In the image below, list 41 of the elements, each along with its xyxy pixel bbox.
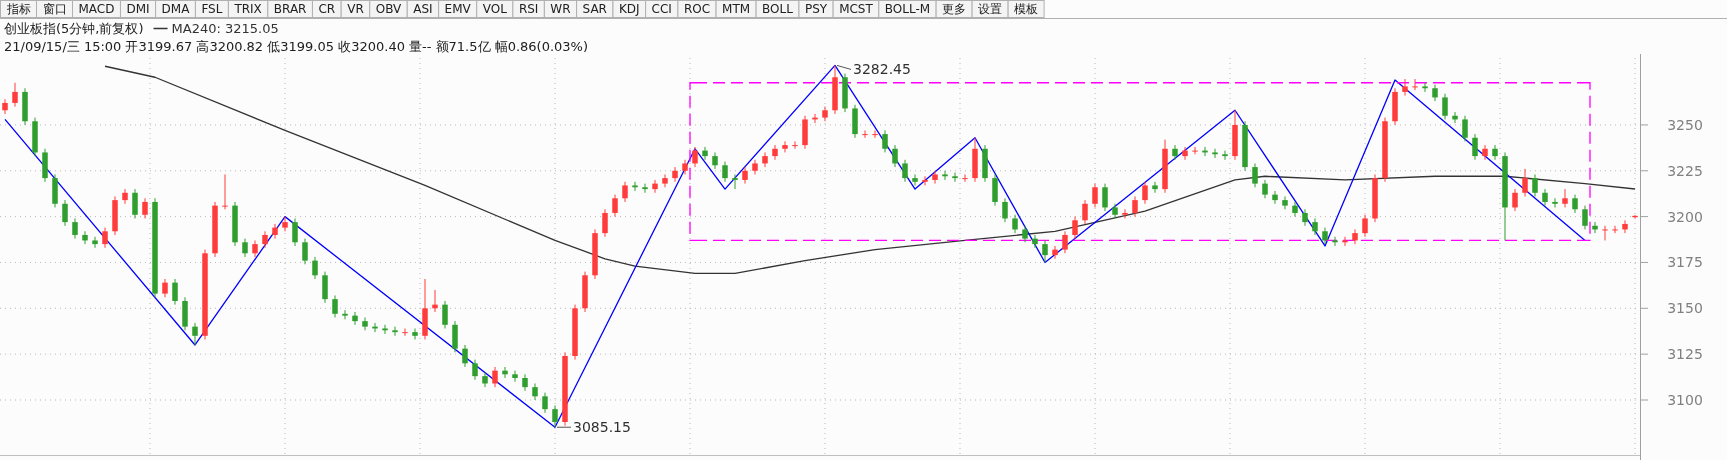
y-tick-label: 3250 (1667, 116, 1703, 133)
line-series (104, 65, 1636, 275)
tab: ASI (406, 0, 440, 18)
tab: FSL (194, 0, 229, 18)
tab: ROC (677, 0, 717, 18)
tab: SAR (576, 0, 614, 18)
tab: EMV (438, 0, 478, 18)
y-tick-label: 3125 (1667, 346, 1703, 363)
chart-title: 创业板指(5分钟,前复权) (4, 21, 144, 36)
chart-subtitle: 21/09/15/三 15:00 开3199.67 高3200.82 低3199.05 收3200.40 量-- 额71.5亿 幅0.86(0.03%) (4, 39, 589, 54)
tab: DMI (119, 0, 157, 18)
tab: VOL (476, 0, 514, 18)
tab: VR (340, 0, 371, 18)
tab: 指标 (0, 0, 37, 18)
y-tick-label: 3175 (1667, 254, 1703, 271)
tab: OBV (369, 0, 408, 18)
y-tick-label: 3100 (1667, 391, 1703, 408)
tab: PSY (798, 0, 834, 18)
tab: BRAR (267, 0, 313, 18)
tab: BOLL (755, 0, 800, 18)
data-label: 3085.15 (573, 419, 631, 436)
tab: RSI (512, 0, 545, 18)
tab: TRIX (227, 0, 269, 18)
tab: 更多 (935, 0, 973, 18)
tab: KDJ (612, 0, 647, 18)
tab: CCI (645, 0, 679, 18)
tab: 模板 (1007, 0, 1045, 18)
tab: 窗口 (36, 0, 73, 18)
y-tick-label: 3200 (1667, 208, 1703, 225)
y-tick-label: 3225 (1667, 162, 1703, 179)
legend-label: MA240: 3215.05 (171, 21, 279, 36)
tab: BOLL-M (878, 0, 937, 18)
tab: DMA (155, 0, 196, 18)
y-tick-label: 3150 (1667, 300, 1703, 317)
tab: MACD (72, 0, 121, 18)
data-label: 3282.45 (853, 61, 911, 78)
tab: CR (311, 0, 342, 18)
tab: WR (543, 0, 578, 18)
tab: 设置 (971, 0, 1009, 18)
tab: MCST (832, 0, 880, 18)
tab: MTM (715, 0, 757, 18)
